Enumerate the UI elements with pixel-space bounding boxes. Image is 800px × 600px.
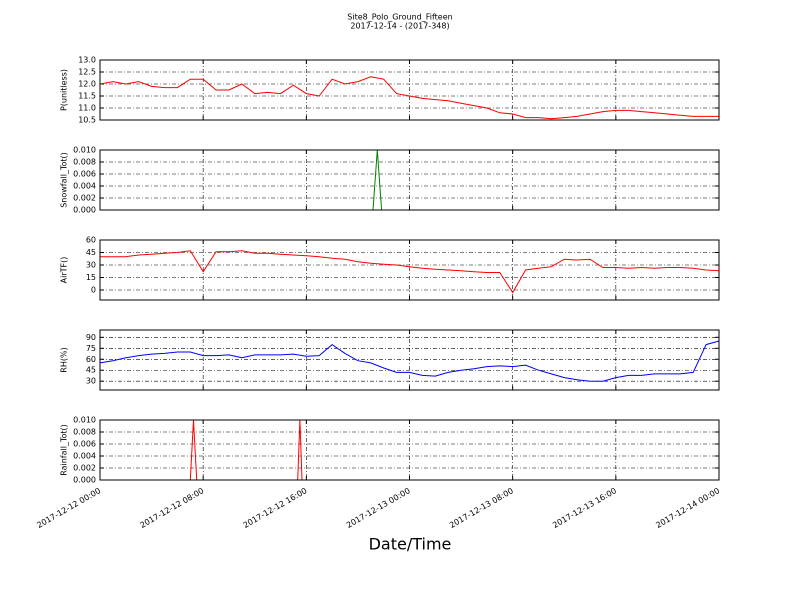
plot-frame xyxy=(99,59,720,121)
x-axis-label: Date/Time xyxy=(369,535,452,554)
y-tick-label: 12.0 xyxy=(78,80,96,89)
y-tick-label: 0.004 xyxy=(73,452,96,461)
y-axis-label: Snowfall_Tot() xyxy=(60,152,69,208)
y-tick-label: 45 xyxy=(86,366,96,375)
y-tick-label: 0.002 xyxy=(73,464,96,473)
y-tick-label: 30 xyxy=(86,261,96,270)
y-tick-label: 75 xyxy=(86,344,96,353)
y-tick-label: 11.5 xyxy=(78,92,96,101)
y-tick-label: 0.008 xyxy=(73,158,96,167)
plot-frame xyxy=(99,419,720,481)
y-tick-label: 13.0 xyxy=(78,56,96,65)
y-axis-label: AirTF() xyxy=(60,257,69,284)
y-tick-label: 90 xyxy=(86,333,96,342)
y-axis-label: P(unitless) xyxy=(60,69,69,111)
y-tick-label: 0.006 xyxy=(73,440,96,449)
y-tick-label: 12.5 xyxy=(78,68,96,77)
y-tick-label: 45 xyxy=(86,248,96,257)
y-tick-label: 0.000 xyxy=(73,476,96,485)
data-line xyxy=(99,76,719,120)
plot-frame xyxy=(99,239,720,301)
y-tick-label: 60 xyxy=(86,236,96,245)
subtitle: 2017-12-14 - (2017-348) xyxy=(350,22,449,31)
data-line xyxy=(100,250,720,294)
y-tick-label: 60 xyxy=(86,355,96,364)
y-tick-label: 0.006 xyxy=(73,170,96,179)
y-tick-label: 11.0 xyxy=(78,104,96,113)
y-tick-label: 10.5 xyxy=(78,116,96,125)
y-tick-label: 30 xyxy=(86,377,96,386)
y-axis-label: RH(%) xyxy=(60,347,69,372)
y-tick-label: 0.010 xyxy=(73,416,96,425)
y-tick-label: 0.008 xyxy=(73,428,96,437)
y-tick-label: 0.004 xyxy=(73,182,96,191)
plot-frame xyxy=(99,149,720,211)
y-tick-label: 0.000 xyxy=(73,206,96,215)
data-line xyxy=(99,340,720,382)
y-tick-label: 0.002 xyxy=(73,194,96,203)
y-tick-label: 0 xyxy=(91,286,96,295)
y-tick-label: 15 xyxy=(86,273,96,282)
plot-frame xyxy=(99,329,720,391)
title: Site8_Polo_Ground_Fifteen xyxy=(347,13,452,22)
y-tick-label: 0.010 xyxy=(73,146,96,155)
y-axis-label: Rainfall_Tot() xyxy=(60,424,69,476)
